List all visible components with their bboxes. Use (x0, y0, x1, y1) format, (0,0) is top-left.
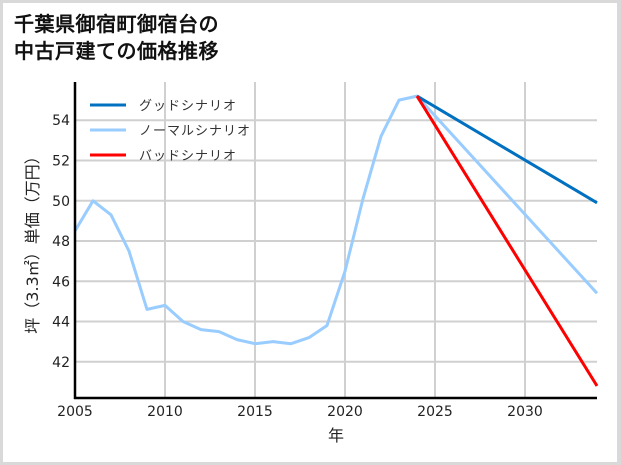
x-tick-label: 2005 (57, 404, 93, 420)
legend-label: ノーマルシナリオ (139, 124, 251, 139)
chart-title-line-1: 千葉県御宿町御宿台の (14, 12, 219, 36)
y-tick-label: 44 (52, 315, 70, 331)
y-tick-label: 54 (52, 113, 70, 129)
x-tick-label: 2010 (147, 404, 183, 420)
y-tick-label: 50 (52, 194, 70, 210)
y-tick-label: 42 (52, 355, 70, 371)
x-tick-label: 2025 (417, 404, 453, 420)
legend-label: バッドシナリオ (139, 149, 237, 164)
tick-labels: 2005 2010 2015 2020 2025 2030 42 44 46 48 50 52 54 (52, 113, 543, 420)
y-axis-title: 坪（3.3㎡）単価（万円） (23, 148, 42, 333)
x-axis-title: 年 (328, 426, 344, 445)
legend-label: グッドシナリオ (139, 99, 237, 114)
y-tick-label: 52 (52, 153, 70, 169)
x-tick-label: 2015 (237, 404, 273, 420)
axes (73, 82, 597, 400)
y-tick-label: 48 (52, 234, 70, 250)
chart-title: 千葉県御宿町御宿台の 中古戸建ての価格推移 (14, 11, 219, 65)
gridlines (75, 82, 597, 398)
data-series (73, 94, 599, 387)
series-line-0 (416, 94, 598, 205)
x-tick-label: 2020 (327, 404, 363, 420)
series-line-1 (73, 94, 599, 346)
chart-card: 千葉県御宿町御宿台の 中古戸建ての価格推移 (3, 3, 617, 462)
series-line-2 (415, 95, 599, 387)
chart-title-line-2: 中古戸建ての価格推移 (14, 39, 219, 63)
x-tick-label: 2030 (507, 404, 543, 420)
y-tick-label: 46 (52, 274, 70, 290)
